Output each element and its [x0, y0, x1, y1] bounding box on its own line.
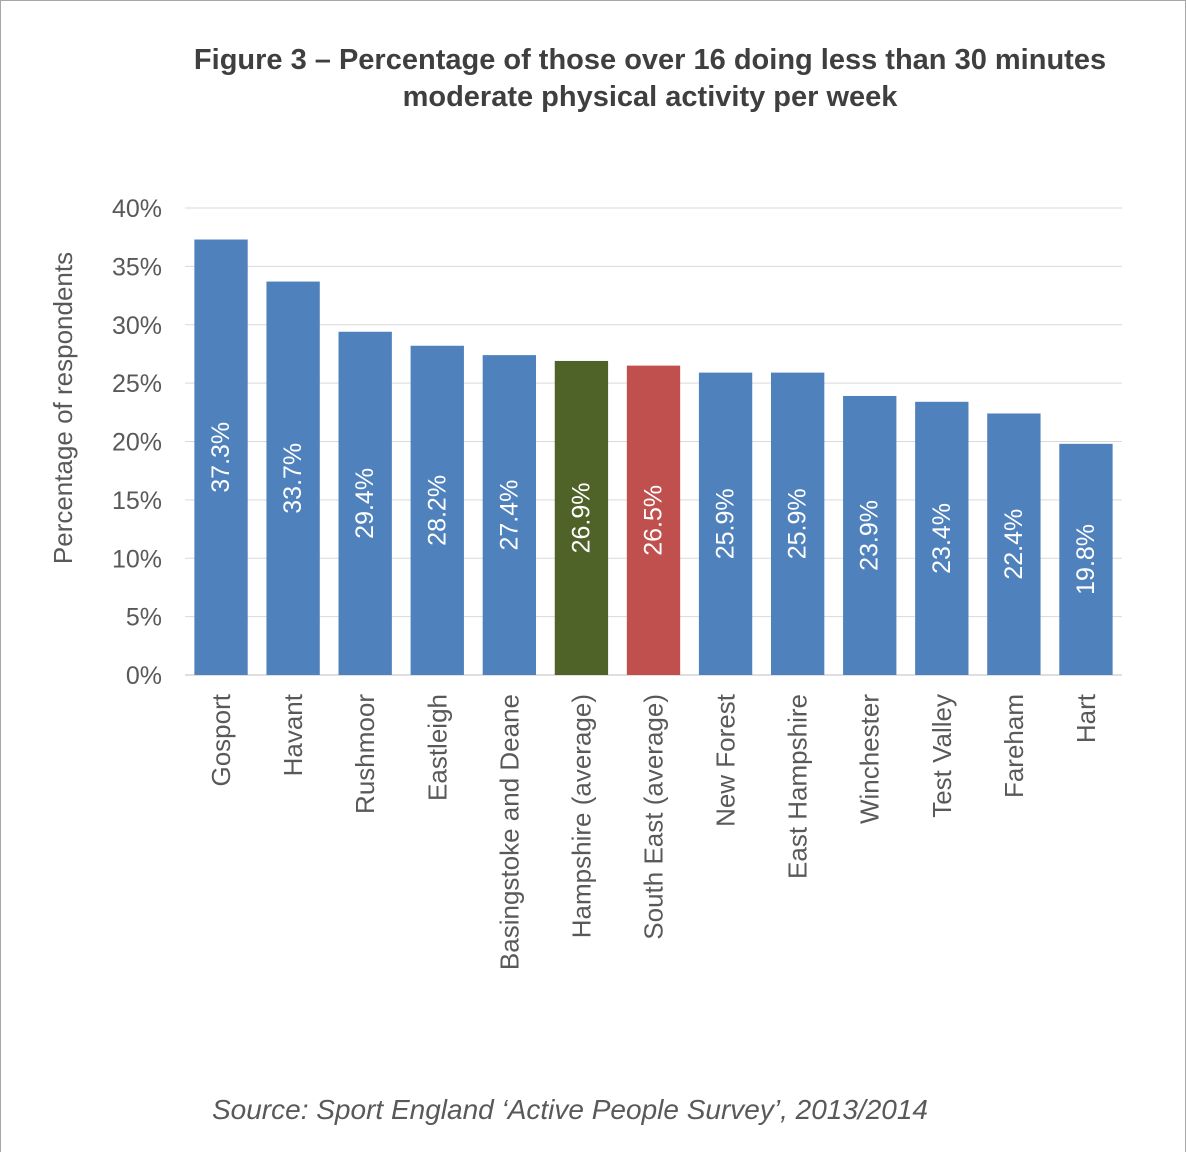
x-tick-label: Fareham	[999, 694, 1029, 798]
y-tick-label: 25%	[112, 370, 162, 398]
bar-data-label: 25.9%	[784, 488, 812, 559]
bar-data-label: 37.3%	[207, 422, 235, 493]
bar-data-label: 19.8%	[1072, 524, 1100, 595]
bar	[554, 360, 609, 675]
y-tick-label: 30%	[112, 312, 162, 340]
x-tick-label: Gosport	[206, 693, 236, 786]
bar	[770, 372, 825, 675]
x-tick-label: New Forest	[711, 693, 741, 827]
bar-data-label: 25.9%	[712, 488, 740, 559]
source-note: Source: Sport England ‘Active People Sur…	[211, 1094, 928, 1125]
x-tick-label: Rushmoor	[350, 694, 380, 814]
bar-data-label: 26.5%	[640, 485, 668, 556]
y-tick-label: 40%	[112, 195, 162, 223]
bar-data-label: 29.4%	[351, 468, 379, 539]
bar	[410, 345, 464, 675]
x-tick-label: Winchester	[855, 694, 885, 824]
x-tick-label: Basingstoke and Deane	[494, 694, 524, 970]
bar	[915, 401, 969, 675]
bar	[987, 413, 1041, 675]
bar-data-label: 33.7%	[279, 443, 307, 514]
bar	[843, 395, 897, 675]
chart-title: Figure 3 – Percentage of those over 16 d…	[193, 44, 1107, 113]
bar	[266, 281, 320, 675]
x-axis-ticks: Gosport Havant Rushmoor Eastleigh Basingstok…	[206, 693, 1101, 970]
bar-data-labels: 37.3% 33.7% 29.4% 28.2% 27.4% 26.9% 26.5% 25.9%…	[207, 422, 1100, 595]
y-tick-label: 5%	[126, 604, 162, 632]
bar	[1059, 443, 1113, 675]
y-tick-label: 35%	[112, 253, 162, 281]
bar-data-label: 27.4%	[495, 480, 523, 551]
y-tick-label: 10%	[112, 545, 162, 573]
bar-data-label: 28.2%	[423, 475, 451, 546]
x-tick-label: Havant	[278, 693, 308, 776]
bar-data-label: 23.4%	[928, 503, 956, 574]
bar-data-label: 26.9%	[567, 483, 595, 554]
y-axis-ticks: 0% 5% 10% 15% 20% 25% 30% 35% 40%	[112, 195, 162, 690]
x-tick-label: East Hampshire	[783, 694, 813, 879]
y-axis-label: Percentage of respondents	[48, 252, 78, 564]
bars	[194, 239, 1113, 675]
bar	[482, 355, 537, 675]
bar-chart: 0% 5% 10% 15% 20% 25% 30% 35% 40% Percentage of …	[48, 195, 1122, 970]
bar-data-label: 22.4%	[1000, 509, 1028, 580]
x-tick-label: South East (average)	[639, 694, 669, 940]
bar	[194, 239, 248, 675]
x-tick-label: Hampshire (average)	[566, 694, 596, 938]
bar	[338, 331, 392, 675]
bar-data-label: 23.9%	[856, 500, 884, 571]
x-tick-label: Eastleigh	[422, 694, 452, 801]
x-tick-label: Hart	[1071, 693, 1101, 743]
x-tick-label: Test Valley	[927, 694, 957, 818]
y-tick-label: 15%	[112, 487, 162, 515]
y-tick-label: 20%	[112, 429, 162, 457]
bar	[626, 365, 681, 675]
bar	[698, 372, 753, 675]
y-tick-label: 0%	[126, 662, 162, 690]
